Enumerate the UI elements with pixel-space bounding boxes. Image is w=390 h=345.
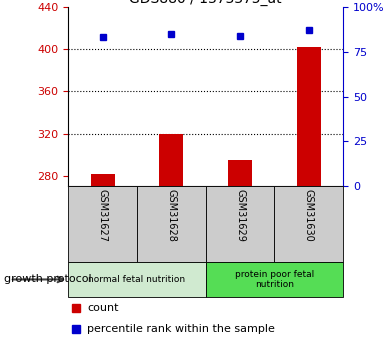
Text: normal fetal nutrition: normal fetal nutrition [89, 275, 186, 284]
Bar [68, 186, 137, 262]
Bar [206, 262, 343, 297]
Text: GSM31627: GSM31627 [98, 189, 108, 241]
Title: GDS880 / 1373375_at: GDS880 / 1373375_at [129, 0, 282, 6]
Bar [160, 134, 183, 186]
Bar [275, 186, 343, 262]
Text: GSM31630: GSM31630 [304, 189, 314, 241]
Bar [206, 186, 275, 262]
Bar [297, 47, 321, 186]
Text: growth protocol: growth protocol [4, 275, 92, 284]
Text: count: count [87, 303, 119, 313]
Bar [228, 160, 252, 186]
Bar [68, 262, 206, 297]
Text: percentile rank within the sample: percentile rank within the sample [87, 324, 275, 334]
Bar [90, 174, 115, 186]
Bar [137, 186, 206, 262]
Text: protein poor fetal
nutrition: protein poor fetal nutrition [235, 270, 314, 289]
Text: GSM31629: GSM31629 [235, 189, 245, 241]
Text: GSM31628: GSM31628 [167, 189, 176, 241]
